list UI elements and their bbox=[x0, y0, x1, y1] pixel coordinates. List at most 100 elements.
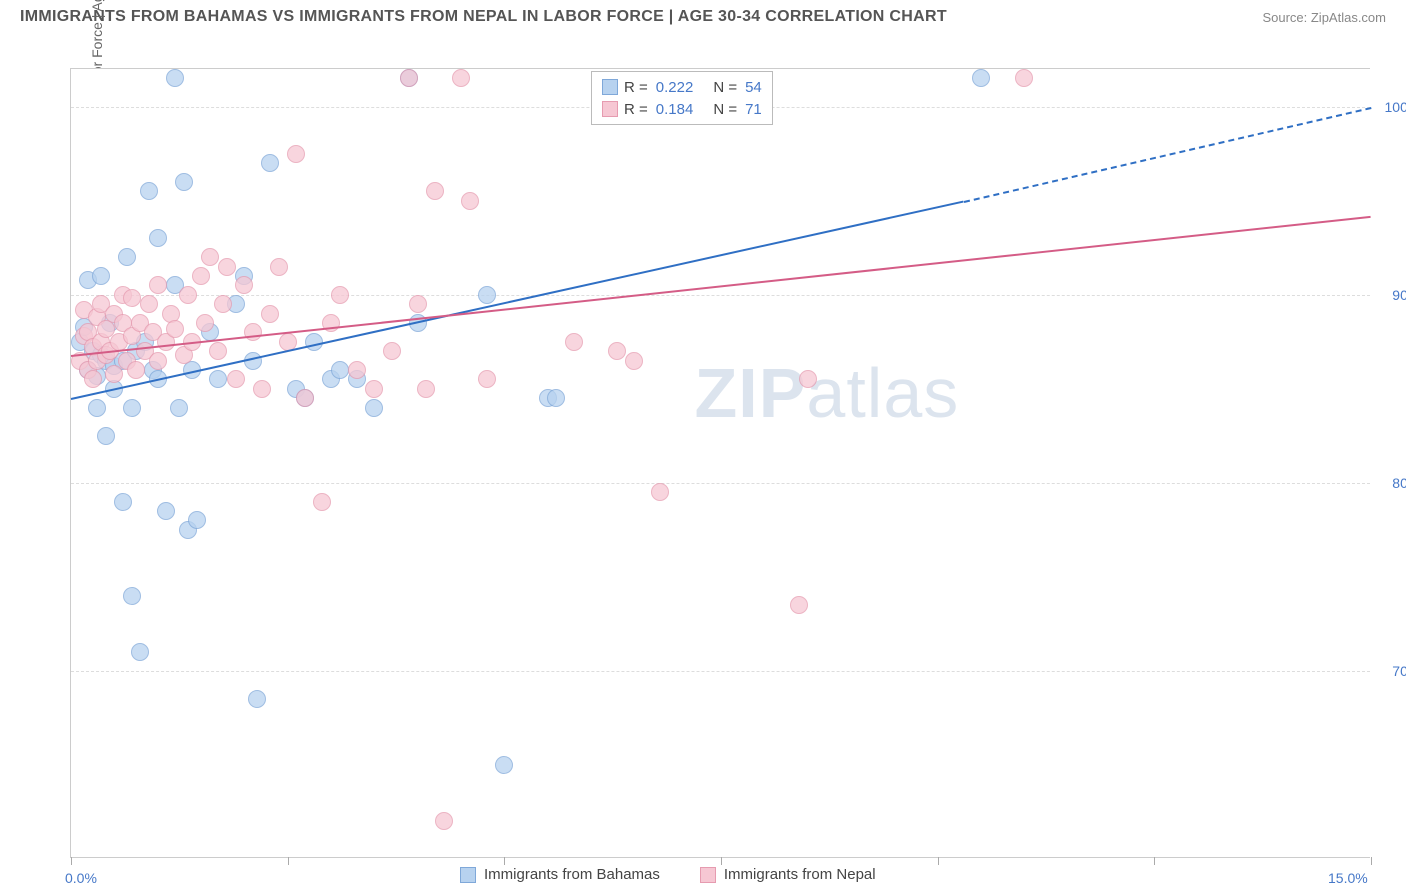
x-tick bbox=[1154, 857, 1155, 865]
scatter-point bbox=[790, 596, 808, 614]
scatter-point bbox=[495, 756, 513, 774]
scatter-point bbox=[383, 342, 401, 360]
x-axis-max-label: 15.0% bbox=[1328, 870, 1368, 886]
scatter-point bbox=[209, 370, 227, 388]
scatter-point bbox=[192, 267, 210, 285]
trend-line bbox=[71, 201, 964, 400]
scatter-point bbox=[426, 182, 444, 200]
scatter-point bbox=[149, 229, 167, 247]
legend-r-value: 0.184 bbox=[656, 101, 694, 118]
legend-row: R =0.184N =71 bbox=[602, 98, 762, 120]
x-tick bbox=[938, 857, 939, 865]
gridline bbox=[71, 671, 1370, 672]
scatter-point bbox=[123, 289, 141, 307]
scatter-point bbox=[175, 173, 193, 191]
x-tick bbox=[288, 857, 289, 865]
scatter-point bbox=[287, 145, 305, 163]
scatter-point bbox=[452, 69, 470, 87]
scatter-point bbox=[188, 511, 206, 529]
plot-area: ZIPatlas 70.0%80.0%90.0%100.0%R =0.222N … bbox=[70, 68, 1370, 858]
scatter-point bbox=[157, 502, 175, 520]
scatter-point bbox=[365, 399, 383, 417]
legend-label: Immigrants from Nepal bbox=[724, 866, 876, 883]
scatter-point bbox=[608, 342, 626, 360]
y-tick-label: 100.0% bbox=[1376, 99, 1406, 115]
legend-n-value: 71 bbox=[745, 101, 762, 118]
scatter-point bbox=[547, 389, 565, 407]
scatter-point bbox=[417, 380, 435, 398]
chart-source: Source: ZipAtlas.com bbox=[1262, 10, 1386, 25]
scatter-point bbox=[400, 69, 418, 87]
scatter-point bbox=[114, 493, 132, 511]
scatter-point bbox=[435, 812, 453, 830]
scatter-point bbox=[127, 361, 145, 379]
scatter-point bbox=[244, 323, 262, 341]
x-tick bbox=[721, 857, 722, 865]
scatter-point bbox=[88, 399, 106, 417]
trend-line bbox=[71, 216, 1371, 357]
y-tick-label: 70.0% bbox=[1376, 663, 1406, 679]
scatter-point bbox=[1015, 69, 1033, 87]
scatter-point bbox=[123, 587, 141, 605]
x-tick bbox=[71, 857, 72, 865]
watermark-light: atlas bbox=[806, 354, 959, 432]
watermark: ZIPatlas bbox=[695, 353, 960, 433]
chart-header: IMMIGRANTS FROM BAHAMAS VS IMMIGRANTS FR… bbox=[0, 0, 1406, 30]
scatter-point bbox=[331, 361, 349, 379]
scatter-point bbox=[409, 295, 427, 313]
scatter-point bbox=[214, 295, 232, 313]
legend-r-value: 0.222 bbox=[656, 79, 694, 96]
scatter-point bbox=[209, 342, 227, 360]
legend-correlation: R = 0.222 N = 54 R =0.184N =71 bbox=[591, 71, 773, 125]
scatter-point bbox=[140, 182, 158, 200]
legend-swatch bbox=[602, 101, 618, 117]
scatter-point bbox=[565, 333, 583, 351]
scatter-point bbox=[118, 248, 136, 266]
legend-item: Immigrants from Bahamas bbox=[460, 866, 660, 883]
x-axis-min-label: 0.0% bbox=[65, 870, 97, 886]
scatter-point bbox=[478, 286, 496, 304]
scatter-point bbox=[201, 248, 219, 266]
legend-series: Immigrants from Bahamas Immigrants from N… bbox=[460, 866, 876, 883]
scatter-point bbox=[248, 690, 266, 708]
scatter-point bbox=[625, 352, 643, 370]
legend-swatch bbox=[602, 79, 618, 95]
scatter-point bbox=[461, 192, 479, 210]
source-prefix: Source: bbox=[1262, 10, 1310, 25]
legend-item: Immigrants from Nepal bbox=[700, 866, 876, 883]
scatter-point bbox=[166, 69, 184, 87]
source-link[interactable]: ZipAtlas.com bbox=[1311, 10, 1386, 25]
legend-n-label: N = bbox=[713, 79, 737, 96]
legend-r-label: R = bbox=[624, 79, 648, 96]
y-tick-label: 90.0% bbox=[1376, 287, 1406, 303]
scatter-point bbox=[261, 154, 279, 172]
scatter-point bbox=[123, 399, 141, 417]
scatter-point bbox=[331, 286, 349, 304]
scatter-point bbox=[196, 314, 214, 332]
scatter-point bbox=[140, 295, 158, 313]
scatter-point bbox=[313, 493, 331, 511]
scatter-point bbox=[296, 389, 314, 407]
scatter-point bbox=[149, 352, 167, 370]
scatter-point bbox=[92, 267, 110, 285]
scatter-point bbox=[365, 380, 383, 398]
watermark-bold: ZIP bbox=[695, 354, 807, 432]
scatter-point bbox=[253, 380, 271, 398]
scatter-point bbox=[348, 361, 366, 379]
scatter-point bbox=[166, 320, 184, 338]
legend-n-value: 54 bbox=[745, 79, 762, 96]
y-tick-label: 80.0% bbox=[1376, 475, 1406, 491]
legend-swatch bbox=[460, 867, 476, 883]
x-tick bbox=[1371, 857, 1372, 865]
gridline bbox=[71, 483, 1370, 484]
gridline bbox=[71, 295, 1370, 296]
trend-line bbox=[963, 107, 1371, 203]
chart-title: IMMIGRANTS FROM BAHAMAS VS IMMIGRANTS FR… bbox=[20, 8, 947, 26]
legend-swatch bbox=[700, 867, 716, 883]
scatter-point bbox=[227, 370, 245, 388]
scatter-point bbox=[84, 370, 102, 388]
scatter-point bbox=[799, 370, 817, 388]
scatter-point bbox=[149, 276, 167, 294]
scatter-point bbox=[972, 69, 990, 87]
scatter-point bbox=[179, 286, 197, 304]
